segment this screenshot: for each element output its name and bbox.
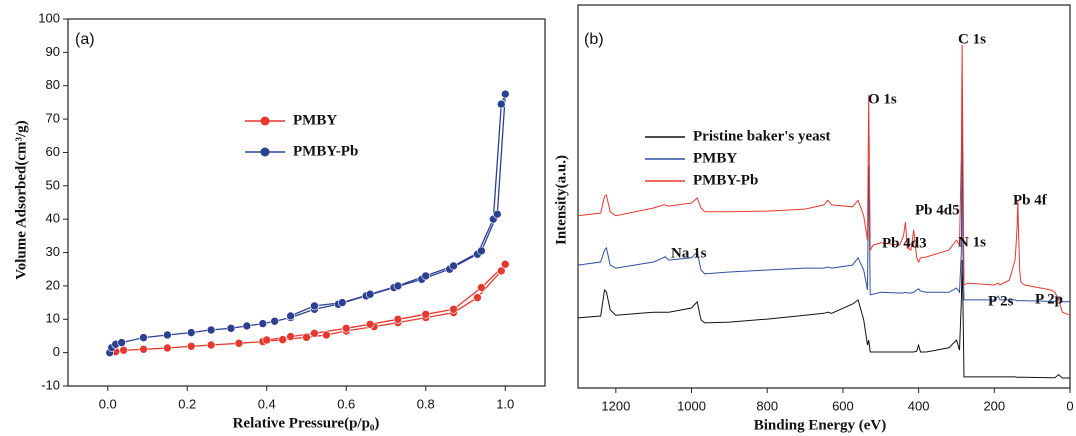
legend-label: PMBY-Pb (693, 172, 758, 188)
data-point (473, 293, 482, 302)
data-point (500, 89, 510, 99)
legend-marker (260, 116, 270, 126)
data-point (365, 289, 375, 299)
peak-annotation: P 2s (988, 293, 1014, 309)
plot-frame (577, 4, 1071, 389)
legend-label: Pristine baker's yeast (693, 128, 830, 144)
x-tick-label: 400 (908, 398, 930, 413)
data-point (500, 259, 510, 269)
data-point (163, 343, 172, 353)
peak-annotation: P 2p (1035, 291, 1063, 307)
data-point (496, 266, 506, 276)
x-tick-label: 1200 (601, 398, 630, 413)
x-axis-label: Binding Energy (eV) (754, 417, 887, 433)
y-tick-label: 30 (46, 244, 60, 259)
data-point (365, 319, 375, 329)
y-tick-label: 20 (46, 277, 60, 292)
peak-annotation: Pb 4d3 (882, 235, 927, 251)
y-tick-label: 0 (53, 344, 60, 359)
data-point (477, 246, 486, 256)
data-point (393, 314, 403, 324)
data-point (258, 319, 268, 328)
legend-label: PMBY (293, 112, 337, 128)
data-point (286, 332, 295, 341)
y-tick-label: 80 (46, 77, 60, 92)
data-point (322, 330, 331, 340)
series-line (577, 44, 1071, 316)
data-point (286, 311, 295, 321)
data-point (262, 335, 272, 345)
panel: 1200 1000 800 600 400 200 0 Binding Energy (eV)… (553, 4, 1074, 433)
y-axis-label: Volume Adsorbed(cm³/g) (13, 120, 29, 279)
peak-annotation: Na 1s (671, 245, 707, 261)
x-tick-label: 0 (1066, 398, 1073, 413)
data-point (163, 330, 172, 340)
data-point (302, 332, 311, 342)
y-tick-label: 10 (46, 311, 60, 326)
data-point (310, 301, 319, 311)
y-tick-label: 50 (46, 177, 60, 192)
peak-annotation: Pb 4d5 (915, 202, 960, 218)
data-point (341, 323, 351, 333)
data-point (310, 328, 319, 338)
y-tick-label: 60 (46, 144, 60, 159)
data-point (477, 283, 486, 292)
plot-frame (67, 18, 546, 387)
y-tick-label: 90 (46, 44, 60, 59)
peak-annotation: N 1s (958, 234, 986, 250)
data-point (496, 99, 506, 109)
data-point (139, 344, 148, 354)
data-point (186, 328, 196, 337)
peak-annotation: O 1s (868, 91, 897, 107)
data-point (449, 261, 458, 271)
data-point (421, 271, 431, 281)
data-point (119, 346, 128, 355)
y-tick-label: 40 (46, 211, 60, 226)
data-point (421, 309, 431, 319)
x-tick-label: 1000 (677, 398, 706, 413)
data-point (206, 325, 216, 335)
data-point (270, 316, 280, 326)
panel-label: (b) (584, 31, 604, 48)
x-tick-label: 200 (983, 398, 1005, 413)
data-point (117, 338, 126, 347)
y-tick-label: 100 (38, 10, 60, 25)
data-point (492, 209, 502, 219)
data-point (186, 341, 196, 351)
series-line (577, 260, 1070, 379)
y-tick-label: -10 (41, 377, 60, 392)
x-tick-label: 0.4 (258, 396, 276, 411)
data-point (393, 281, 403, 291)
x-tick-label: 0.0 (99, 396, 117, 411)
peak-annotation: Pb 4f (1013, 192, 1048, 208)
data-point (449, 304, 458, 314)
legend-label: PMBY-Pb (293, 143, 358, 159)
data-point (139, 333, 148, 342)
panel-label: (a) (75, 31, 95, 48)
series-line (577, 99, 1070, 303)
data-point (278, 335, 287, 344)
x-tick-label: 800 (756, 398, 778, 413)
data-point (206, 340, 216, 350)
x-tick-label: 0.2 (178, 396, 196, 411)
legend-marker (260, 147, 270, 157)
panel: 0.0 0.2 0.4 0.6 0.8 1.0 -10 0 10 20 30 40 50 60 70 80 90… (13, 10, 546, 431)
y-tick-label: 70 (46, 111, 60, 126)
x-tick-label: 0.6 (337, 396, 355, 411)
x-tick-label: 1.0 (496, 396, 514, 411)
peak-annotation: C 1s (958, 31, 986, 47)
data-point (242, 321, 252, 331)
x-tick-label: 600 (832, 398, 854, 413)
x-tick-label: 0.8 (417, 396, 435, 411)
y-axis-label: Intensity(a.u.) (553, 155, 569, 245)
data-point (234, 338, 244, 348)
legend-label: PMBY (693, 150, 737, 166)
data-point (337, 298, 347, 307)
data-point (226, 323, 236, 333)
x-axis-label: Relative Pressure(p/p₀) (233, 415, 380, 431)
